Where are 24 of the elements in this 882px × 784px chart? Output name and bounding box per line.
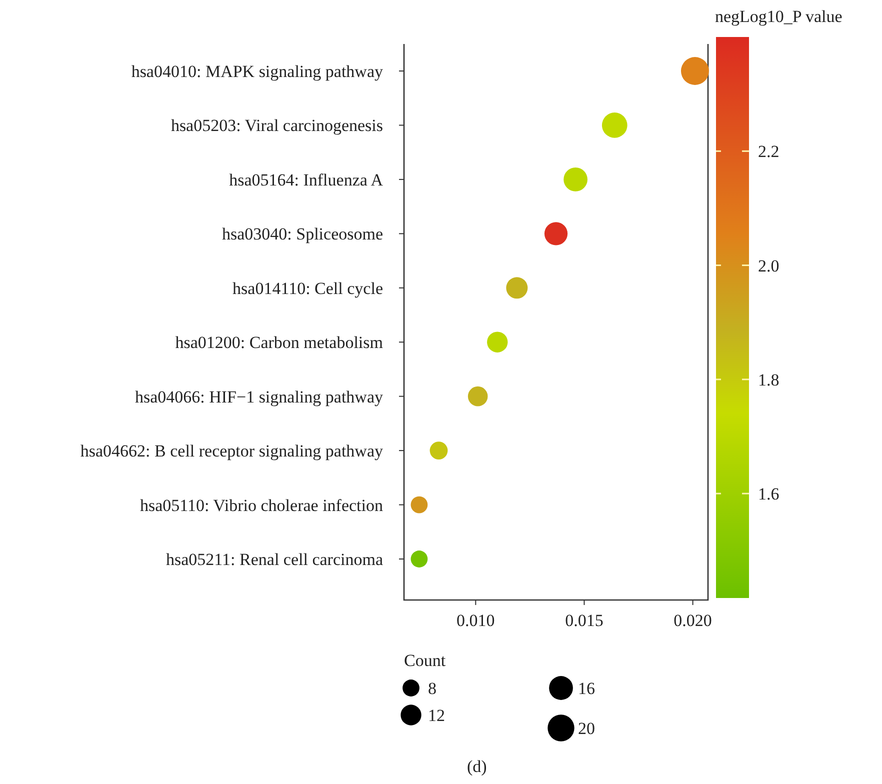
legend-label: 8 <box>428 679 436 698</box>
color-bar-label: 2.0 <box>758 256 780 276</box>
legend-label: 12 <box>428 706 445 725</box>
color-bar-title: negLog10_P value <box>715 7 842 26</box>
y-tick-label: hsa04662: B cell receptor signaling pathway <box>80 442 384 461</box>
y-tick-label: hsa014110: Cell cycle <box>232 278 383 298</box>
y-tick-label: hsa01200: Carbon metabolism <box>175 333 383 352</box>
y-tick-label: hsa04010: MAPK signaling pathway <box>131 62 384 81</box>
y-tick-label: hsa05164: Influenza A <box>229 170 384 190</box>
x-tick-label: 0.010 <box>456 611 495 630</box>
y-tick-label: hsa04066: HIF−1 signaling pathway <box>134 387 384 406</box>
color-bar-label: 1.6 <box>758 484 780 504</box>
y-tick-label: hsa03040: Spliceosome <box>222 224 383 244</box>
color-bar-label: 1.8 <box>758 370 780 390</box>
legend-label: 16 <box>578 679 595 698</box>
legend-label: 20 <box>578 719 595 738</box>
color-bar-label: 2.2 <box>758 142 780 162</box>
y-tick-label: hsa05211: Renal cell carcinoma <box>166 550 384 569</box>
legend-title: Count <box>404 651 446 670</box>
text: (d) <box>467 757 487 776</box>
x-tick-label: 0.015 <box>565 611 604 630</box>
y-tick-label: hsa05203: Viral carcinogenesis <box>170 116 383 136</box>
y-tick-label: hsa05110: Vibrio cholerae infection <box>140 496 384 515</box>
x-tick-label: 0.020 <box>674 611 712 630</box>
